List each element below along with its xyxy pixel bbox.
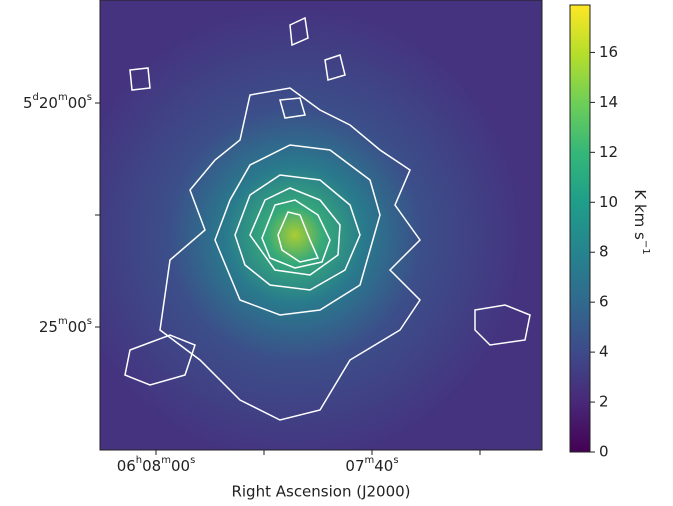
colorbar-tick-label: 8 <box>599 243 609 261</box>
colorbar-tick-label: 0 <box>599 443 609 461</box>
colorbar <box>569 4 591 453</box>
colorbar-tick-label: 6 <box>599 293 609 311</box>
colorbar-label: K km s−1 <box>632 189 652 254</box>
contours <box>124 16 531 421</box>
colorbar-tick-label: 4 <box>599 343 609 361</box>
colorbar-tick-label: 14 <box>599 93 618 111</box>
x-tick-label: 07m40s <box>345 455 398 475</box>
colorbar-tick-label: 2 <box>599 393 609 411</box>
y-tick-label: 5d20m00s <box>23 92 92 112</box>
y-tick-label: 25m00s <box>39 316 92 336</box>
sky-image <box>100 0 542 450</box>
colorbar-tick-label: 16 <box>599 43 618 61</box>
x-tick-label: 06h08m00s <box>117 455 196 475</box>
colorbar-tick-label: 12 <box>599 143 618 161</box>
plot-frame <box>99 0 543 451</box>
x-axis-label: Right Ascension (J2000) <box>231 483 410 501</box>
colorbar-tick-label: 10 <box>599 193 618 211</box>
